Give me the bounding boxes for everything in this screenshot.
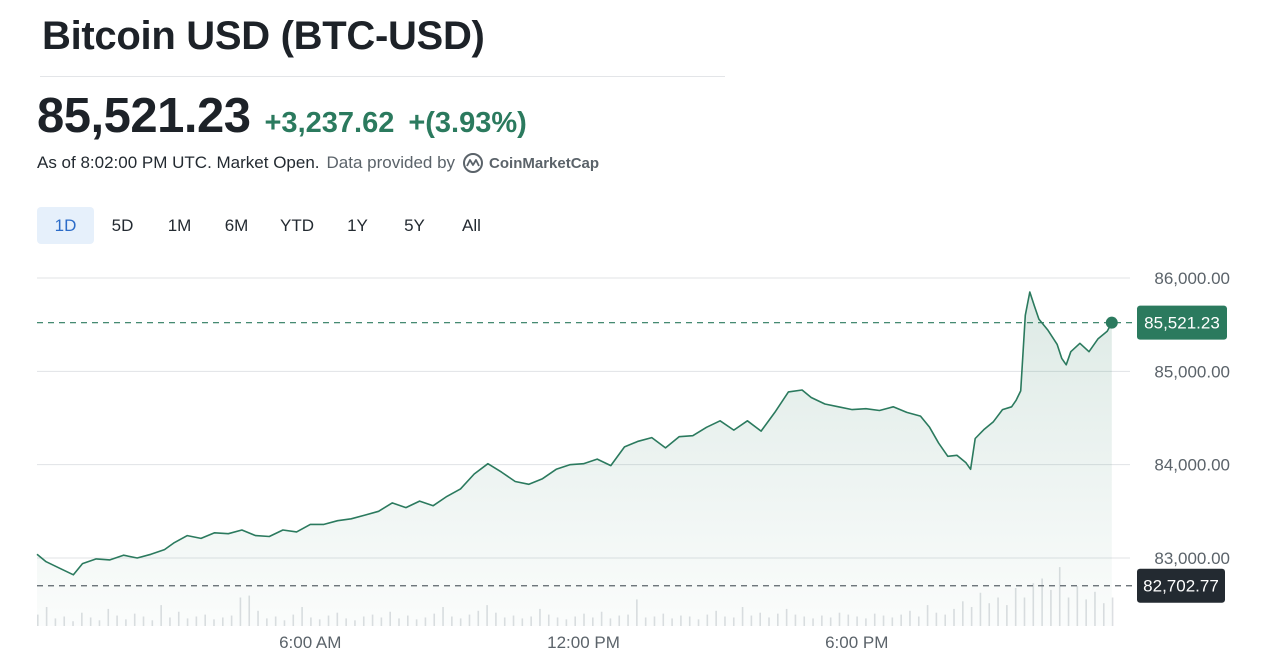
current-price-tag-label: 85,521.23	[1144, 314, 1220, 333]
quote-timestamp-row: As of 8:02:00 PM UTC. Market Open. Data …	[37, 152, 599, 174]
x-tick-label: 6:00 PM	[825, 633, 888, 652]
as-of-text: As of 8:02:00 PM UTC. Market Open.	[37, 153, 320, 172]
previous-close-tag	[1137, 568, 1225, 603]
title-divider	[40, 76, 725, 77]
volume-bar	[1111, 597, 1114, 626]
page-title: Bitcoin USD (BTC-USD)	[42, 14, 485, 58]
y-tick-label: 86,000.00	[1154, 269, 1230, 288]
range-button-6m[interactable]: 6M	[224, 215, 249, 235]
range-button-1m[interactable]: 1M	[167, 215, 192, 235]
x-tick-label: 6:00 AM	[279, 633, 341, 652]
provided-by-text: Data provided by	[326, 153, 456, 172]
y-tick-label: 83,000.00	[1154, 549, 1230, 568]
range-button-ytd[interactable]: YTD	[280, 215, 314, 235]
range-button-1y[interactable]: 1Y	[347, 215, 368, 235]
price-change: +3,237.62	[264, 107, 395, 139]
price-line	[36, 291, 1113, 576]
price-change-percent: +(3.93%)	[408, 107, 527, 139]
x-tick-label: 12:00 PM	[547, 633, 620, 652]
range-button-5y[interactable]: 5Y	[404, 215, 425, 235]
provider-link[interactable]: CoinMarketCap	[462, 152, 599, 174]
quote-row: 85,521.23 +3,237.62 +(3.93%)	[37, 88, 527, 144]
coinmarketcap-logo-icon	[463, 153, 484, 173]
current-price: 85,521.23	[37, 89, 251, 143]
range-button-all[interactable]: All	[462, 215, 481, 235]
price-area-fill	[37, 292, 1112, 626]
range-button-1d[interactable]: 1D	[37, 207, 94, 244]
range-selector: 1D 5D 1M 6M YTD 1Y 5Y All	[37, 207, 500, 244]
previous-close-tag-label: 82,702.77	[1143, 577, 1219, 596]
current-price-tag	[1137, 305, 1227, 340]
range-button-5d[interactable]: 5D	[111, 215, 134, 235]
last-price-dot	[1105, 316, 1118, 329]
y-tick-label: 85,000.00	[1154, 362, 1230, 381]
y-tick-label: 84,000.00	[1154, 456, 1230, 475]
provider-name: CoinMarketCap	[489, 154, 600, 172]
price-chart[interactable]: 86,000.00 85,000.00 84,000.00 83,000.00 85,5…	[0, 255, 1269, 666]
